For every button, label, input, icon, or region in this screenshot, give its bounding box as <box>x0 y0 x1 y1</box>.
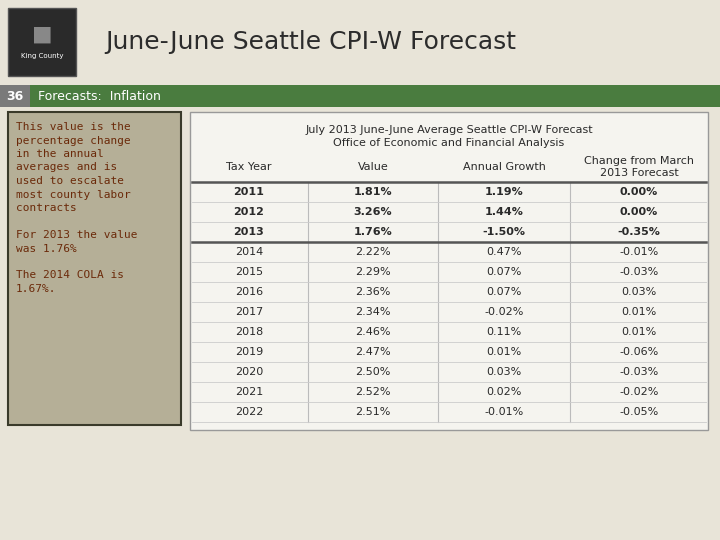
Text: contracts: contracts <box>16 203 77 213</box>
Text: 1.19%: 1.19% <box>485 187 523 197</box>
Text: June-June Seattle CPI-W Forecast: June-June Seattle CPI-W Forecast <box>105 30 516 54</box>
Text: This value is the: This value is the <box>16 122 131 132</box>
Text: Change from March
2013 Forecast: Change from March 2013 Forecast <box>584 156 694 178</box>
Text: 2.29%: 2.29% <box>355 267 391 277</box>
Text: -0.01%: -0.01% <box>619 247 659 257</box>
Text: 2.34%: 2.34% <box>355 307 391 317</box>
Bar <box>8 112 181 425</box>
Text: -0.02%: -0.02% <box>485 307 523 317</box>
Text: -0.06%: -0.06% <box>619 347 659 357</box>
Text: -0.03%: -0.03% <box>619 267 659 277</box>
Text: 36: 36 <box>6 90 24 103</box>
Text: 2.51%: 2.51% <box>355 407 391 417</box>
Text: 2019: 2019 <box>235 347 263 357</box>
Text: July 2013 June-June Average Seattle CPI-W Forecast: July 2013 June-June Average Seattle CPI-… <box>305 125 593 135</box>
Text: 2021: 2021 <box>235 387 263 397</box>
Text: -0.01%: -0.01% <box>485 407 523 417</box>
Text: 2012: 2012 <box>233 207 264 217</box>
Text: 0.11%: 0.11% <box>487 327 521 337</box>
Text: 2.50%: 2.50% <box>355 367 391 377</box>
Text: -1.50%: -1.50% <box>482 227 526 237</box>
Bar <box>0 85 720 107</box>
Text: 0.01%: 0.01% <box>621 307 657 317</box>
Text: 0.01%: 0.01% <box>487 347 521 357</box>
Text: 2.52%: 2.52% <box>355 387 391 397</box>
Text: Tax Year: Tax Year <box>226 162 271 172</box>
Text: Annual Growth: Annual Growth <box>462 162 546 172</box>
Text: in the annual: in the annual <box>16 149 104 159</box>
Text: 2015: 2015 <box>235 267 263 277</box>
Text: 1.81%: 1.81% <box>354 187 392 197</box>
Text: was 1.76%: was 1.76% <box>16 244 77 253</box>
Text: averages and is: averages and is <box>16 163 117 172</box>
Text: -0.02%: -0.02% <box>619 387 659 397</box>
Text: 2.22%: 2.22% <box>355 247 391 257</box>
Bar <box>0 85 30 107</box>
Text: 2.47%: 2.47% <box>355 347 391 357</box>
Text: 2013: 2013 <box>233 227 264 237</box>
Text: -0.05%: -0.05% <box>619 407 659 417</box>
Text: 0.02%: 0.02% <box>486 387 522 397</box>
Text: 2016: 2016 <box>235 287 263 297</box>
Text: percentage change: percentage change <box>16 136 131 145</box>
Text: 1.76%: 1.76% <box>354 227 392 237</box>
Text: 1.44%: 1.44% <box>485 207 523 217</box>
Text: -0.03%: -0.03% <box>619 367 659 377</box>
Text: 0.03%: 0.03% <box>487 367 521 377</box>
Bar <box>190 112 708 430</box>
Text: 0.47%: 0.47% <box>486 247 522 257</box>
Text: 2014: 2014 <box>235 247 263 257</box>
Text: 2017: 2017 <box>235 307 263 317</box>
Text: For 2013 the value: For 2013 the value <box>16 230 138 240</box>
Text: 0.01%: 0.01% <box>621 327 657 337</box>
Text: ▪: ▪ <box>31 17 53 50</box>
Text: 2018: 2018 <box>235 327 263 337</box>
Text: 2011: 2011 <box>233 187 264 197</box>
Text: 0.07%: 0.07% <box>486 287 522 297</box>
Text: Value: Value <box>358 162 388 172</box>
Text: The 2014 COLA is: The 2014 COLA is <box>16 271 124 280</box>
Text: King County: King County <box>21 52 63 59</box>
Text: -0.35%: -0.35% <box>618 227 660 237</box>
Text: 0.00%: 0.00% <box>620 187 658 197</box>
Text: Forecasts:  Inflation: Forecasts: Inflation <box>38 90 161 103</box>
Text: 2.36%: 2.36% <box>355 287 391 297</box>
Text: 1.67%.: 1.67%. <box>16 284 56 294</box>
Text: 0.03%: 0.03% <box>621 287 657 297</box>
Bar <box>8 8 76 76</box>
Text: 2020: 2020 <box>235 367 263 377</box>
Text: 2022: 2022 <box>235 407 264 417</box>
Text: 3.26%: 3.26% <box>354 207 392 217</box>
Text: Office of Economic and Financial Analysis: Office of Economic and Financial Analysi… <box>333 138 564 148</box>
Text: used to escalate: used to escalate <box>16 176 124 186</box>
Text: 0.07%: 0.07% <box>486 267 522 277</box>
Text: 0.00%: 0.00% <box>620 207 658 217</box>
Text: 2.46%: 2.46% <box>355 327 391 337</box>
Text: most county labor: most county labor <box>16 190 131 199</box>
